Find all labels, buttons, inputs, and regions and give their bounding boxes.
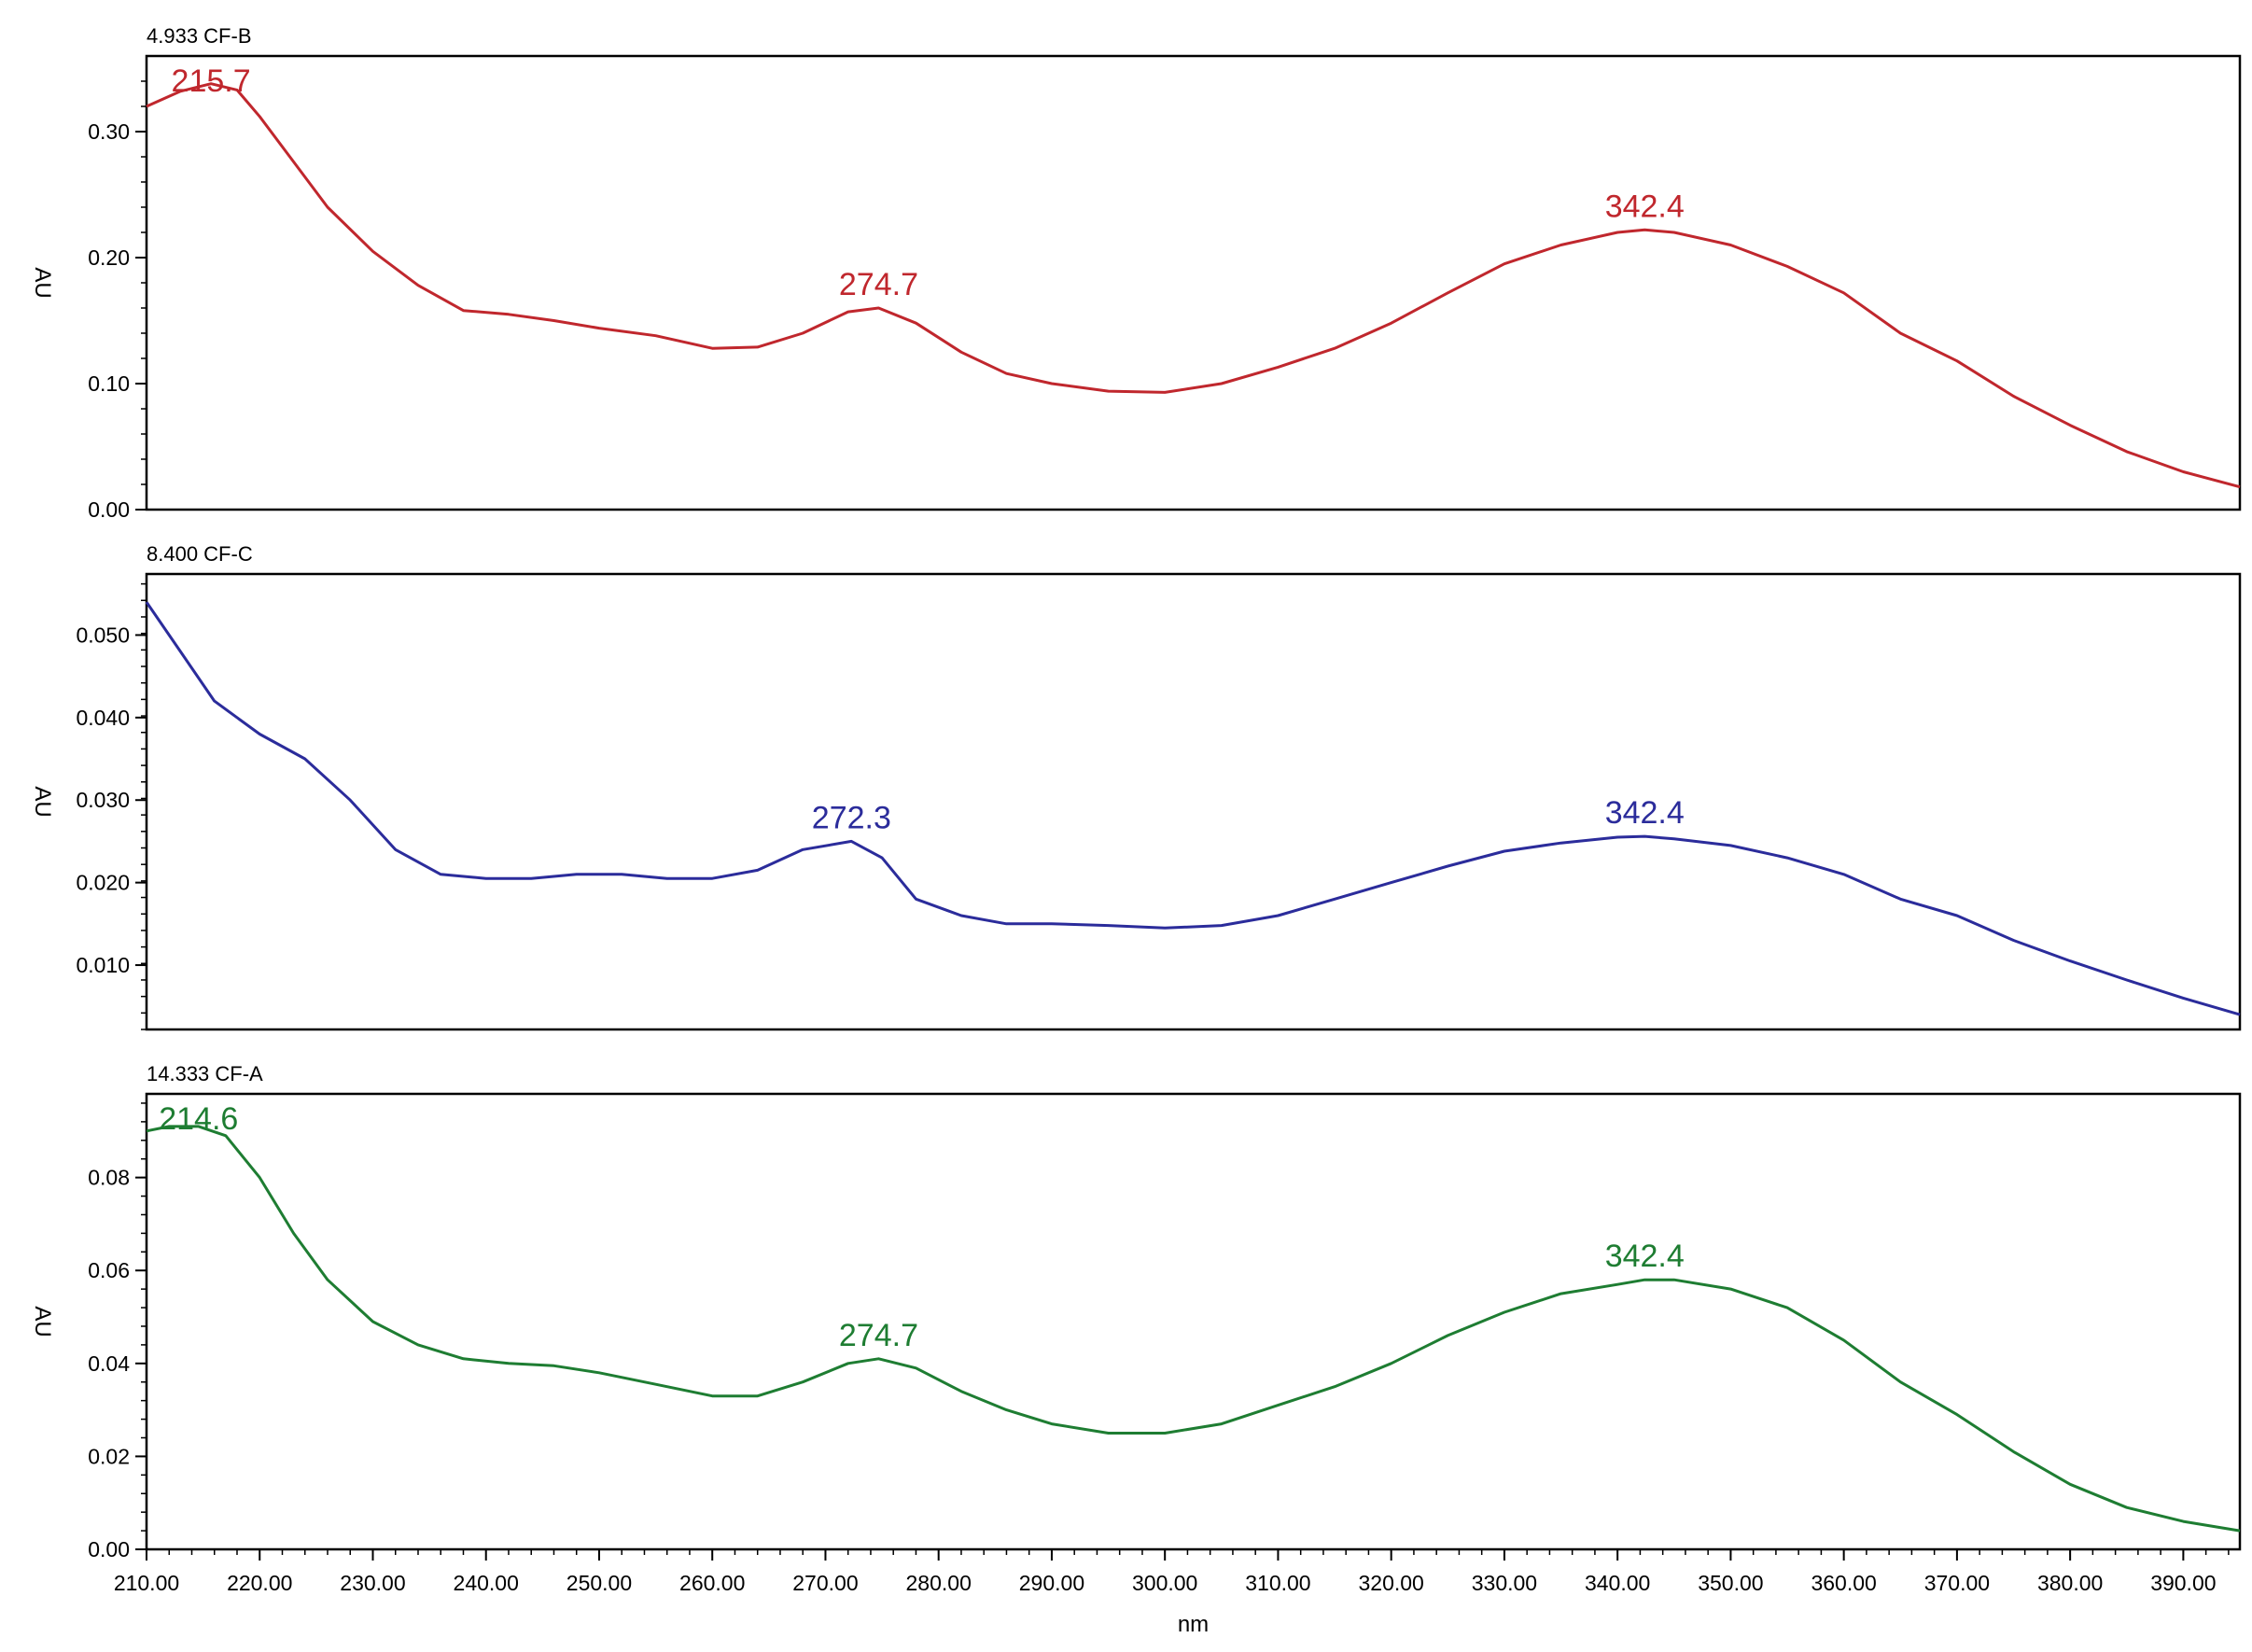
y-tick-label: 0.00 [88,497,130,522]
x-tick-label: 210.00 [114,1571,179,1595]
panel-title: 14.333 CF-A [147,1062,263,1085]
y-tick-label: 0.040 [76,706,130,730]
plot-frame [145,54,2242,511]
panel-title: 8.400 CF-C [147,542,253,566]
x-tick-label: 310.00 [1245,1571,1310,1595]
spectrum-panel-1: 4.933 CF-B AU 0.00 0.10 0.20 0.30 215.7 274.7 34… [30,24,2242,522]
x-tick-label: 360.00 [1811,1571,1876,1595]
y-tick-label: 0.00 [88,1537,130,1561]
y-tick-label: 0.050 [76,623,130,647]
spectrum-line [146,1125,2241,1533]
spectrum-line [145,601,2241,1016]
x-tick-label: 320.00 [1358,1571,1423,1595]
peak-label: 272.3 [812,800,891,835]
y-tick-label: 0.10 [88,371,130,396]
y-tick-label: 0.02 [88,1444,130,1468]
y-tick-label: 0.30 [88,119,130,144]
spectrum-panel-2: 8.400 CF-C AU 0.010 0.020 0.030 0.040 0.050 272… [30,542,2242,1031]
y-tick-label: 0.030 [76,788,130,812]
x-tick-label: 290.00 [1019,1571,1084,1595]
x-tick-label: 260.00 [679,1571,745,1595]
y-axis-label: AU [30,267,55,298]
peak-label: 214.6 [159,1101,238,1137]
x-axis-label: nm [1178,1612,1209,1637]
x-tick-label: 270.00 [792,1571,858,1595]
y-tick-label: 0.08 [88,1166,130,1190]
x-tick-label: 380.00 [2037,1571,2103,1595]
peak-label: 274.7 [839,1318,918,1353]
x-tick-label: 220.00 [227,1571,292,1595]
peak-label: 342.4 [1605,1239,1685,1274]
peak-label: 215.7 [172,63,251,99]
x-tick-label: 340.00 [1585,1571,1650,1595]
y-axis-label: AU [30,1306,55,1337]
plot-frame [145,1092,2242,1551]
peak-label: 342.4 [1605,189,1685,224]
y-tick-label: 0.04 [88,1351,130,1376]
x-tick-label: 300.00 [1132,1571,1197,1595]
y-tick-label: 0.020 [76,871,130,895]
peak-label: 342.4 [1605,795,1685,831]
x-tick-label: 330.00 [1472,1571,1537,1595]
x-tick-label: 280.00 [906,1571,972,1595]
peak-label: 274.7 [839,267,918,302]
x-tick-label: 390.00 [2150,1571,2216,1595]
x-tick-label: 350.00 [1698,1571,1763,1595]
x-tick-label: 240.00 [454,1571,519,1595]
panel-title: 4.933 CF-B [147,24,252,48]
plot-frame [145,572,2242,1031]
spectrum-line [146,82,2241,489]
y-axis-label: AU [30,786,55,817]
spectrum-panel-3: 14.333 CF-A AU 0.00 0.02 0.04 0.06 0.08 210.00 2… [30,1062,2242,1637]
y-tick-label: 0.010 [76,953,130,977]
x-tick-label: 250.00 [566,1571,632,1595]
x-tick-label: 230.00 [340,1571,405,1595]
y-tick-label: 0.20 [88,245,130,270]
y-tick-label: 0.06 [88,1258,130,1282]
x-tick-label: 370.00 [1924,1571,1990,1595]
